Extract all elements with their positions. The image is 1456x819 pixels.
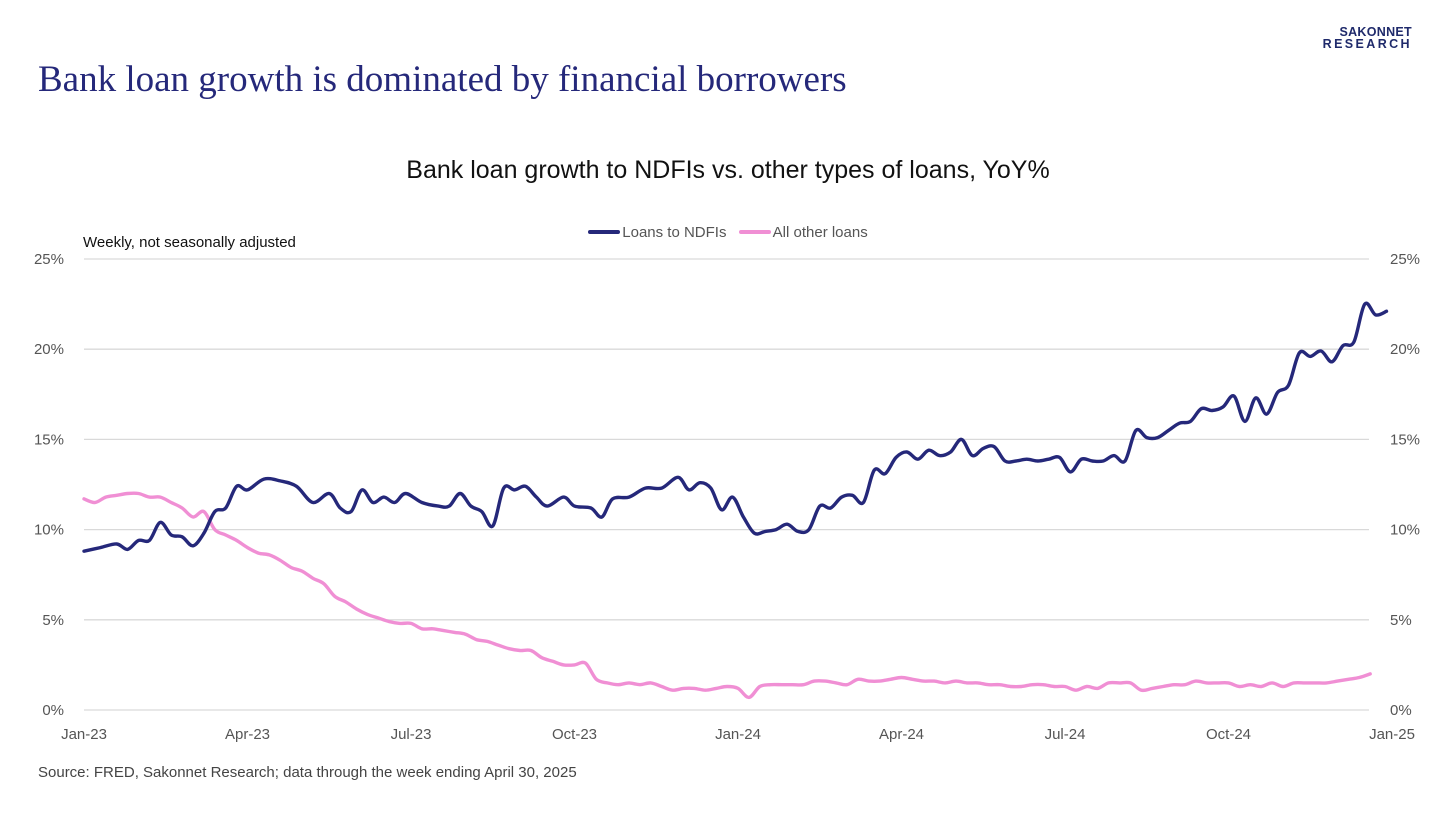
chart-title: Bank loan growth to NDFIs vs. other type… [406,156,1050,184]
series-line-loans-to-ndfis [82,301,1389,553]
x-tick-apr-24: Apr-24 [879,726,924,743]
legend-label-other: All other loans [772,224,868,241]
y-tick-left-0: 0% [42,702,64,719]
legend-swatch-other [738,230,771,235]
headline: Bank loan growth is dominated by financi… [38,59,847,100]
y-tick-right-20: 20% [1390,341,1420,358]
x-tick-jan-24: Jan-24 [715,726,761,743]
logo-line-2: RESEARCH [1322,37,1412,51]
x-tick-jan-23: Jan-23 [61,726,107,743]
legend-label-ndfi: Loans to NDFIs [622,224,727,241]
y-tick-left-10: 10% [34,522,64,539]
y-tick-right-0: 0% [1390,702,1412,719]
legend-item-other: All other loans [738,224,868,241]
x-tick-jul-23: Jul-23 [391,726,432,743]
sakonnet-research-logo: SAKONNET RESEARCH [1322,25,1412,51]
source-note: Source: FRED, Sakonnet Research; data th… [38,764,577,781]
y-tick-left-20: 20% [34,341,64,358]
legend: Loans to NDFIs All other loans [0,224,1456,241]
x-tick-jan-25: Jan-25 [1369,726,1415,743]
y-tick-left-5: 5% [42,612,64,629]
y-tick-left-15: 15% [34,431,64,448]
y-tick-right-10: 10% [1390,522,1420,539]
chart-note: Weekly, not seasonally adjusted [83,234,296,251]
x-tick-jul-24: Jul-24 [1045,726,1086,743]
y-tick-right-25: 25% [1390,251,1420,268]
x-tick-oct-23: Oct-23 [552,726,597,743]
logo-line-1: SAKONNET [1339,25,1412,39]
legend-item-ndfi: Loans to NDFIs [588,224,726,241]
series-line-all-other-loans [82,491,1372,700]
legend-swatch-ndfi [588,230,621,235]
y-tick-right-5: 5% [1390,612,1412,629]
x-tick-apr-23: Apr-23 [225,726,270,743]
x-tick-oct-24: Oct-24 [1206,726,1251,743]
y-tick-left-25: 25% [34,251,64,268]
y-tick-right-15: 15% [1390,431,1420,448]
